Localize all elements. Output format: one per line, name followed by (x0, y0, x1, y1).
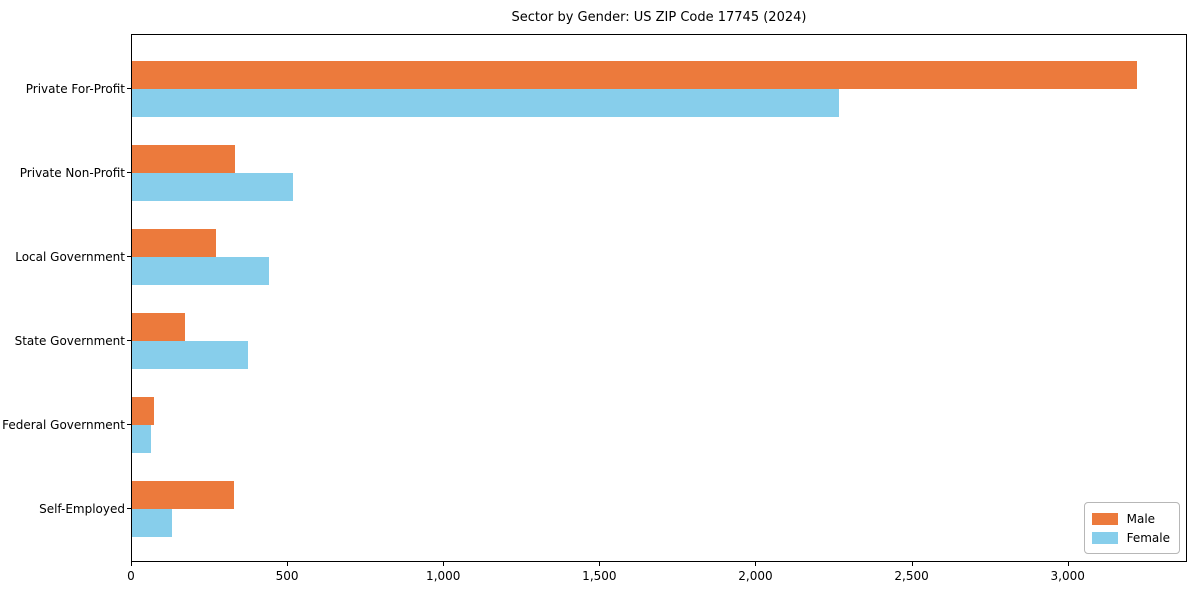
bar-private-for-profit-female (132, 88, 839, 117)
legend-label-male: Male (1126, 511, 1156, 526)
y-tick-mark (127, 255, 131, 257)
y-tick-mark (127, 507, 131, 509)
y-tick-mark (127, 87, 131, 89)
bar-local-government-female (132, 256, 269, 285)
legend-entry-male: Male (1091, 509, 1170, 528)
legend: Male Female (1083, 502, 1180, 554)
y-tick-label-private-for-profit: Private For-Profit (25, 81, 125, 96)
x-tick-label-2-500: 2,500 (894, 569, 929, 583)
x-tick-label-500: 500 (275, 569, 299, 583)
x-tick-mark (911, 562, 913, 566)
legend-swatch-male (1091, 512, 1118, 525)
y-tick-label-federal-government: Federal Government (2, 417, 125, 432)
x-tick-label-0: 0 (127, 569, 135, 583)
bar-private-for-profit-male (132, 60, 1137, 89)
x-tick-label-1-500: 1,500 (582, 569, 617, 583)
chart-title: Sector by Gender: US ZIP Code 17745 (202… (511, 10, 807, 25)
x-tick-mark (755, 562, 757, 566)
y-tick-mark (127, 423, 131, 425)
x-tick-mark (599, 562, 601, 566)
bar-federal-government-male (132, 396, 154, 425)
x-tick-mark (443, 562, 445, 566)
y-tick-label-self-employed: Self-Employed (39, 501, 125, 516)
x-tick-mark (1067, 562, 1069, 566)
x-tick-mark (131, 562, 132, 566)
bar-self-employed-female (132, 508, 172, 537)
bar-private-non-profit-male (132, 144, 235, 173)
legend-label-female: Female (1126, 530, 1170, 545)
y-tick-mark (127, 339, 131, 341)
bar-local-government-male (132, 228, 216, 257)
bar-self-employed-male (132, 480, 234, 509)
x-tick-label-1-000: 1,000 (426, 569, 461, 583)
legend-entry-female: Female (1091, 528, 1170, 547)
y-tick-label-private-non-profit: Private Non-Profit (19, 165, 125, 180)
legend-swatch-female (1091, 531, 1118, 544)
bar-state-government-male (132, 312, 185, 341)
bar-federal-government-female (132, 424, 151, 453)
x-tick-mark (287, 562, 289, 566)
y-tick-mark (127, 171, 131, 173)
x-tick-label-2-000: 2,000 (738, 569, 773, 583)
y-tick-label-state-government: State Government (14, 333, 125, 348)
y-tick-label-local-government: Local Government (15, 249, 125, 264)
bar-private-non-profit-female (132, 172, 293, 201)
plot-area: Male Female (131, 34, 1187, 562)
x-tick-label-3-000: 3,000 (1050, 569, 1085, 583)
bar-state-government-female (132, 340, 248, 369)
